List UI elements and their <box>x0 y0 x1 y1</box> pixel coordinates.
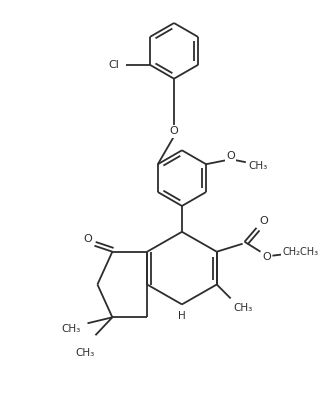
Text: O: O <box>227 151 235 161</box>
Text: H: H <box>178 311 186 321</box>
Text: O: O <box>83 234 92 244</box>
Text: CH₃: CH₃ <box>75 348 94 358</box>
Text: Cl: Cl <box>109 60 119 70</box>
Text: CH₂CH₃: CH₂CH₃ <box>282 247 318 257</box>
Text: O: O <box>259 216 268 226</box>
Text: CH₃: CH₃ <box>248 161 267 171</box>
Text: O: O <box>262 252 271 262</box>
Text: CH₃: CH₃ <box>61 324 80 334</box>
Text: O: O <box>170 126 178 136</box>
Text: CH₃: CH₃ <box>233 303 252 313</box>
